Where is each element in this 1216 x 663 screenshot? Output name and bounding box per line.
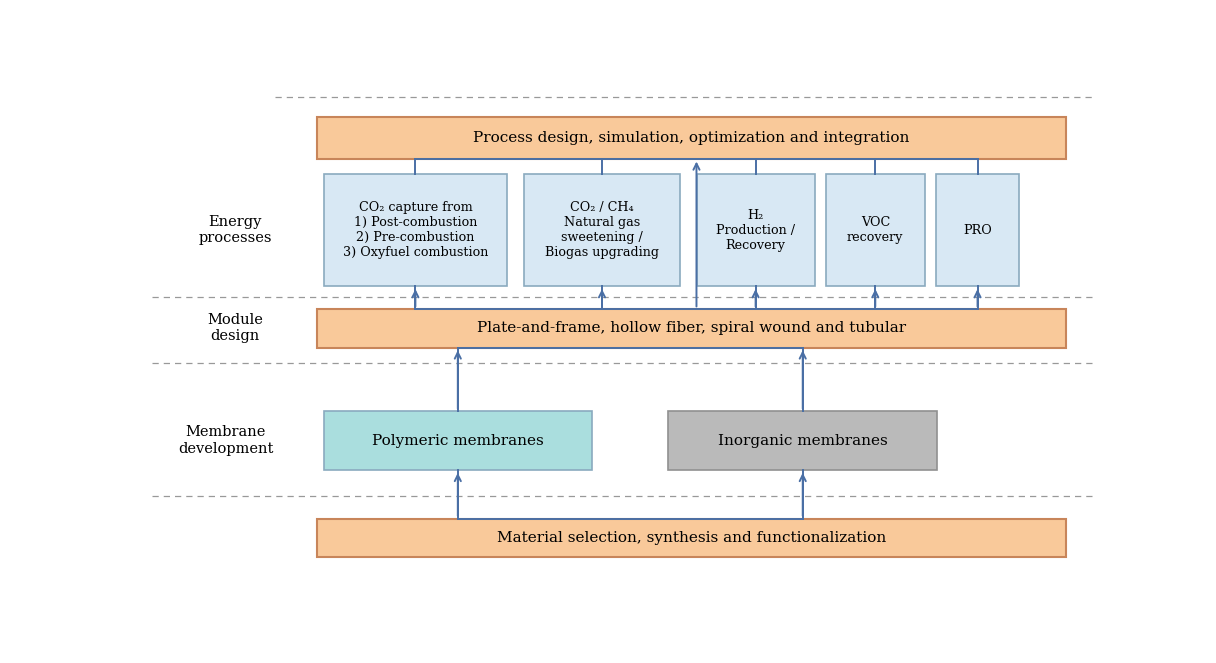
Text: CO₂ / CH₄
Natural gas
sweetening /
Biogas upgrading: CO₂ / CH₄ Natural gas sweetening / Bioga… bbox=[545, 201, 659, 259]
Text: Polymeric membranes: Polymeric membranes bbox=[372, 434, 544, 448]
FancyBboxPatch shape bbox=[826, 174, 924, 286]
FancyBboxPatch shape bbox=[669, 411, 938, 470]
Text: CO₂ capture from
1) Post-combustion
2) Pre-combustion
3) Oxyfuel combustion: CO₂ capture from 1) Post-combustion 2) P… bbox=[343, 201, 488, 259]
Text: Energy
processes: Energy processes bbox=[198, 215, 271, 245]
Text: Membrane
development: Membrane development bbox=[178, 426, 274, 455]
FancyBboxPatch shape bbox=[317, 309, 1066, 347]
FancyBboxPatch shape bbox=[317, 518, 1066, 557]
Text: Process design, simulation, optimization and integration: Process design, simulation, optimization… bbox=[473, 131, 910, 145]
Text: Material selection, synthesis and functionalization: Material selection, synthesis and functi… bbox=[497, 531, 886, 545]
Text: Inorganic membranes: Inorganic membranes bbox=[717, 434, 888, 448]
Text: Module
design: Module design bbox=[207, 313, 263, 343]
Text: H₂
Production /
Recovery: H₂ Production / Recovery bbox=[716, 209, 795, 252]
FancyBboxPatch shape bbox=[317, 117, 1066, 158]
Text: Plate-and-frame, hollow fiber, spiral wound and tubular: Plate-and-frame, hollow fiber, spiral wo… bbox=[477, 322, 906, 335]
FancyBboxPatch shape bbox=[323, 411, 592, 470]
FancyBboxPatch shape bbox=[936, 174, 1019, 286]
Text: PRO: PRO bbox=[963, 223, 992, 237]
FancyBboxPatch shape bbox=[323, 174, 507, 286]
FancyBboxPatch shape bbox=[697, 174, 815, 286]
FancyBboxPatch shape bbox=[524, 174, 680, 286]
Text: VOC
recovery: VOC recovery bbox=[848, 216, 903, 244]
